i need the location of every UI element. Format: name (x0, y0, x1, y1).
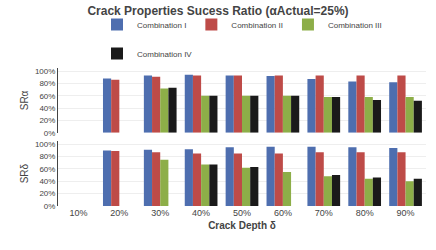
svg-text:60%: 60% (39, 92, 55, 101)
svg-text:20%: 20% (110, 208, 128, 218)
svg-text:60%: 60% (39, 165, 55, 174)
svg-text:80%: 80% (39, 152, 55, 161)
svg-text:Combination I: Combination I (137, 21, 186, 30)
svg-text:0%: 0% (44, 202, 56, 211)
svg-text:60%: 60% (274, 208, 292, 218)
svg-text:40%: 40% (39, 104, 55, 113)
svg-text:Combination II: Combination II (231, 21, 283, 30)
svg-text:SRδ: SRδ (19, 163, 30, 183)
svg-text:30%: 30% (151, 208, 169, 218)
svg-text:Crack Depth δ: Crack Depth δ (208, 220, 276, 231)
svg-text:20%: 20% (39, 116, 55, 125)
svg-text:80%: 80% (356, 208, 374, 218)
svg-text:Crack Properties Sucess Ratio: Crack Properties Sucess Ratio (αActual=2… (87, 4, 348, 18)
svg-text:40%: 40% (192, 208, 210, 218)
svg-text:50%: 50% (233, 208, 251, 218)
svg-text:Combination IV: Combination IV (137, 50, 192, 59)
svg-text:SRα: SRα (19, 90, 30, 110)
svg-text:80%: 80% (39, 79, 55, 88)
svg-text:20%: 20% (39, 189, 55, 198)
svg-text:90%: 90% (397, 208, 415, 218)
svg-text:10%: 10% (69, 208, 87, 218)
svg-text:40%: 40% (39, 177, 55, 186)
svg-text:0%: 0% (44, 129, 56, 138)
svg-text:100%: 100% (35, 140, 55, 149)
svg-text:Combination III: Combination III (328, 21, 382, 30)
svg-text:100%: 100% (35, 67, 55, 76)
svg-text:70%: 70% (315, 208, 333, 218)
